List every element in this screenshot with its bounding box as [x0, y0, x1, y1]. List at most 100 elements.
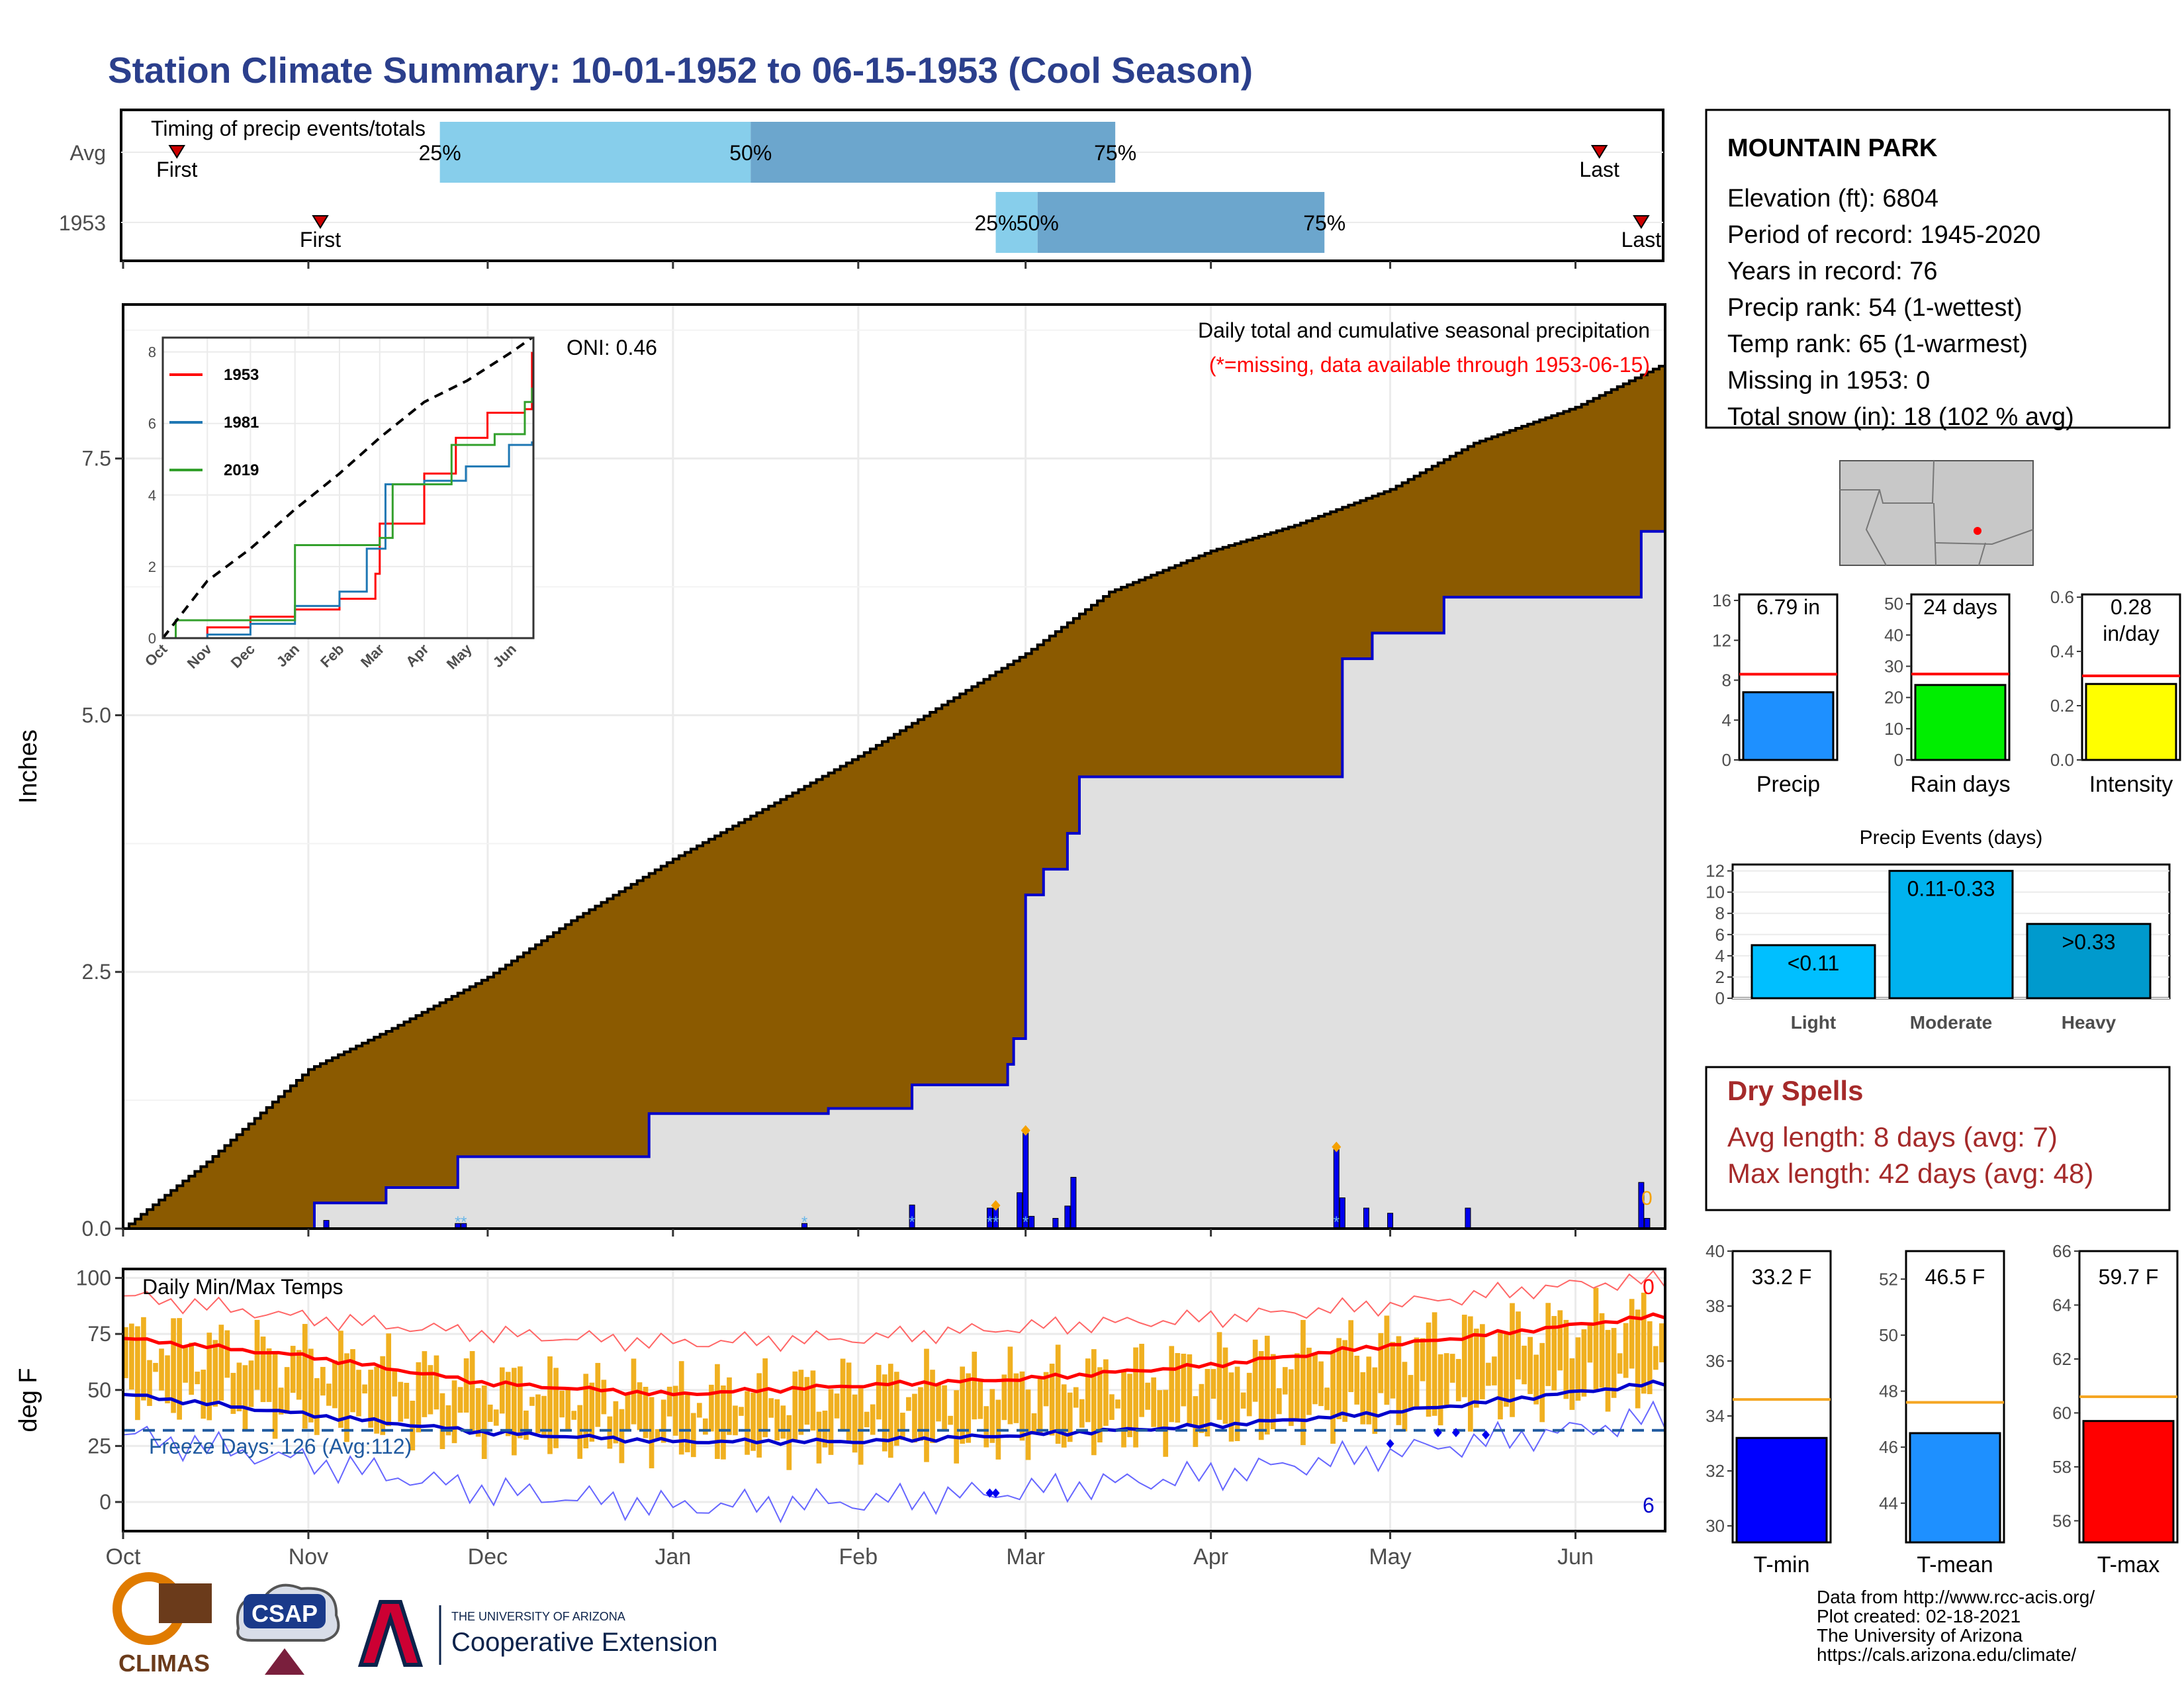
- daily-temp-bar: [559, 1390, 565, 1418]
- timing-row-1953-label: 1953: [59, 211, 106, 235]
- daily-temp-bar: [762, 1358, 768, 1438]
- daily-temp-bar: [607, 1416, 613, 1449]
- dry-spells-box: Dry Spells Avg length: 8 days (avg: 7) M…: [1705, 1066, 2171, 1211]
- daily-temp-bar: [834, 1393, 840, 1419]
- month-tick-label: Dec: [468, 1544, 508, 1570]
- dry-spells-title: Dry Spells: [1727, 1075, 1863, 1106]
- daily-temp-bar: [1306, 1347, 1312, 1415]
- precip-ylabel: Inches: [15, 729, 42, 804]
- daily-temp-bar: [768, 1398, 774, 1418]
- missing-asterisk: *: [801, 1213, 807, 1231]
- month-tick-label: Jun: [1557, 1544, 1594, 1570]
- daily-temp-bar: [1623, 1323, 1629, 1378]
- daily-temp-bar: [972, 1351, 978, 1420]
- daily-temp-bar: [386, 1333, 392, 1427]
- daily-temp-bar: [1228, 1372, 1234, 1442]
- daily-temp-bar: [296, 1350, 302, 1400]
- daily-temp-bar: [792, 1371, 798, 1442]
- daily-temp-bar: [715, 1364, 720, 1459]
- inset-bg: [163, 338, 533, 638]
- daily-temp-bar: [1455, 1358, 1461, 1401]
- daily-temp-bar: [798, 1370, 804, 1435]
- csap-logo-text: CSAP: [251, 1600, 318, 1627]
- missing-asterisk: *: [987, 1213, 993, 1231]
- summary-bar-name: Precip: [1756, 772, 1820, 797]
- daily-temp-bar: [183, 1347, 188, 1383]
- daily-temp-bar: [1348, 1320, 1354, 1392]
- summary-bar-tick-label: 8: [1722, 671, 1731, 690]
- precip-events-title: Precip Events (days): [1860, 827, 2043, 849]
- daily-temp-bar: [1420, 1338, 1426, 1382]
- temp-summary-tick-label: 50: [1879, 1325, 1898, 1345]
- daily-temp-bar: [1539, 1342, 1545, 1423]
- daily-temp-bar: [739, 1407, 744, 1416]
- daily-temp-bar: [828, 1389, 834, 1455]
- timing-q50-q75-bar: [1037, 192, 1325, 253]
- daily-temp-bar: [655, 1429, 660, 1440]
- events-tick-label: 0: [1715, 988, 1725, 1008]
- daily-temp-bar: [900, 1413, 905, 1440]
- daily-temp-bar: [1007, 1346, 1013, 1425]
- temp-summary-tick-label: 56: [2052, 1511, 2071, 1530]
- cold-record-diamond: [1433, 1428, 1442, 1438]
- temp-summary-tick-label: 48: [1879, 1382, 1898, 1401]
- daily-temp-bar: [541, 1395, 547, 1438]
- daily-temp-bar: [1641, 1292, 1647, 1394]
- daily-temp-bar: [678, 1361, 684, 1455]
- events-category-label: Moderate: [1910, 1012, 1992, 1033]
- month-tick-label: Oct: [106, 1544, 141, 1570]
- temp-summary-value-label: 59.7 F: [2099, 1265, 2159, 1289]
- daily-temp-bar: [1480, 1324, 1485, 1399]
- station-line-5: Temp rank: 65 (1-warmest): [1727, 330, 2028, 358]
- daily-temp-bar: [1461, 1315, 1467, 1397]
- daily-temp-bar: [858, 1388, 864, 1465]
- daily-temp-bar: [583, 1374, 589, 1448]
- summary-bar-0: 0 4 8 12 16 6.79 in Precip: [1712, 590, 1839, 797]
- daily-temp-bar: [810, 1370, 816, 1431]
- station-frame: [1705, 109, 2171, 429]
- daily-temp-bar: [1510, 1303, 1515, 1417]
- summary-bar-value-label: 0.28: [2111, 595, 2152, 619]
- daily-temp-bar: [1037, 1378, 1043, 1435]
- daily-temp-bar: [1605, 1330, 1611, 1412]
- temp-summary-value: [1909, 1432, 2001, 1544]
- csap-logo: CSAP: [236, 1583, 340, 1675]
- daily-temp-bar: [1474, 1329, 1479, 1408]
- station-box: MOUNTAIN PARK Elevation (ft): 6804 Perio…: [1705, 109, 2171, 431]
- daily-precip-bar: [1644, 1217, 1651, 1229]
- daily-temp-bar: [1169, 1346, 1175, 1423]
- temp-summary-tick-label: 62: [2052, 1349, 2071, 1369]
- events-bar: [1751, 944, 1876, 1000]
- daily-temp-bar: [918, 1387, 923, 1441]
- month-tick-label: Apr: [1193, 1544, 1228, 1570]
- daily-temp-bar: [147, 1360, 152, 1406]
- daily-temp-bar: [165, 1355, 170, 1403]
- ua-logo-big: Cooperative Extension: [451, 1628, 717, 1657]
- daily-temp-bar: [1467, 1316, 1473, 1432]
- daily-temp-bar: [1181, 1353, 1187, 1407]
- daily-temp-bar: [1443, 1353, 1449, 1408]
- daily-temp-bar: [1354, 1355, 1360, 1405]
- daily-temp-bar: [696, 1403, 702, 1418]
- daily-temp-bar: [398, 1382, 404, 1422]
- temp-summary-tick-label: 40: [1706, 1241, 1725, 1261]
- summary-bar-value-label: 6.79 in: [1756, 595, 1820, 619]
- temps-panel: 0 25 50 75 100 Daily Min/Max Temps Freeze Da…: [15, 1266, 1666, 1570]
- temp-summary-value-label: 46.5 F: [1925, 1265, 1985, 1289]
- daily-temp-bar: [1079, 1399, 1085, 1428]
- daily-temp-bar: [1504, 1334, 1509, 1407]
- daily-temp-bar: [1121, 1369, 1126, 1448]
- daily-temp-bar: [870, 1404, 876, 1435]
- temp-summary-bar-1: 44 46 48 50 52 46.5 F T-mean: [1879, 1250, 2005, 1577]
- daily-temp-bar: [1516, 1311, 1521, 1380]
- daily-temp-bar: [1318, 1361, 1324, 1407]
- daily-temp-bar: [1449, 1354, 1455, 1383]
- daily-temp-bar: [1551, 1316, 1557, 1391]
- oni-label: ONI: 0.46: [567, 336, 657, 359]
- season-cumulative-line: [123, 530, 1665, 1230]
- daily-temp-bar: [840, 1358, 846, 1430]
- timing-row-avg-label: Avg: [69, 141, 106, 165]
- daily-temp-bar: [1557, 1310, 1563, 1371]
- cold-record-diamond: [985, 1488, 994, 1498]
